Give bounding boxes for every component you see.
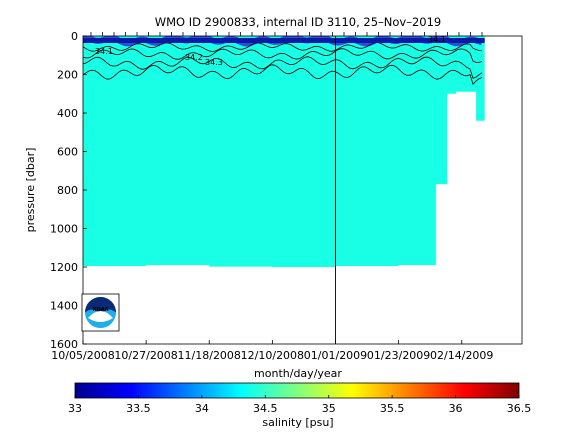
- colorbar-tick-label: 35.5: [380, 402, 405, 415]
- colorbar-gradient: [74, 382, 520, 399]
- colorbar-label: salinity [psu]: [262, 416, 333, 429]
- y-tick-label: 600: [57, 146, 78, 159]
- y-tick-label: 800: [57, 184, 78, 197]
- contour-line: [83, 42, 483, 52]
- plot-area: 34.1 34.234.3 34.1 10/05/2008 10/27/2008 11/1…: [50, 30, 523, 362]
- x-tick-label: 01/23/2009: [367, 349, 430, 362]
- y-tick-label: 400: [57, 107, 78, 120]
- surface-fresh-layer: [83, 38, 485, 43]
- contour-line: [83, 56, 483, 79]
- y-tick-label: 1400: [50, 300, 78, 313]
- y-tick-label: 1200: [50, 261, 78, 274]
- colorbar-tick-label: 34.5: [253, 402, 278, 415]
- x-axis-label: month/day/year: [254, 367, 342, 380]
- x-tick-label: 10/27/2008: [114, 349, 177, 362]
- noaa-logo: NOAA: [81, 293, 120, 332]
- contour-line: [83, 48, 483, 63]
- x-tick-label: 11/18/2008: [178, 349, 241, 362]
- chart-title: WMO ID 2900833, internal ID 3110, 25–Nov…: [155, 15, 442, 29]
- x-tick-label: 12/10/2008: [241, 349, 304, 362]
- contour-label: 34.1: [95, 47, 113, 56]
- y-tick-label: 0: [71, 30, 78, 43]
- salinity-field: [83, 36, 485, 267]
- colorbar-tick-label: 36.5: [507, 402, 532, 415]
- colorbar-tick-label: 34: [195, 402, 209, 415]
- contour-label: 34.3: [205, 58, 223, 67]
- logo-text: NOAA: [92, 307, 108, 313]
- colorbar: 33 33.5 34 34.5 35 35.5 36 36.5: [68, 382, 532, 415]
- colorbar-tick-label: 36: [449, 402, 463, 415]
- y-tick-label: 1600: [50, 338, 78, 351]
- y-axis-label: pressure [dbar]: [24, 148, 37, 233]
- colorbar-tick-label: 35: [322, 402, 336, 415]
- y-tick-label: 200: [57, 69, 78, 82]
- x-tick-label: 01/01/2009: [304, 349, 367, 362]
- colorbar-tick-label: 33: [68, 402, 82, 415]
- contour-label: 34.2: [185, 53, 203, 62]
- x-tick-label: 10/05/2008: [51, 349, 114, 362]
- x-tick-label: 02/14/2009: [430, 349, 493, 362]
- contour-line: [83, 64, 483, 85]
- contour-label: 34.1: [428, 35, 446, 44]
- y-tick-label: 1000: [50, 223, 78, 236]
- surface-contours: [83, 36, 485, 85]
- colorbar-tick-label: 33.5: [126, 402, 151, 415]
